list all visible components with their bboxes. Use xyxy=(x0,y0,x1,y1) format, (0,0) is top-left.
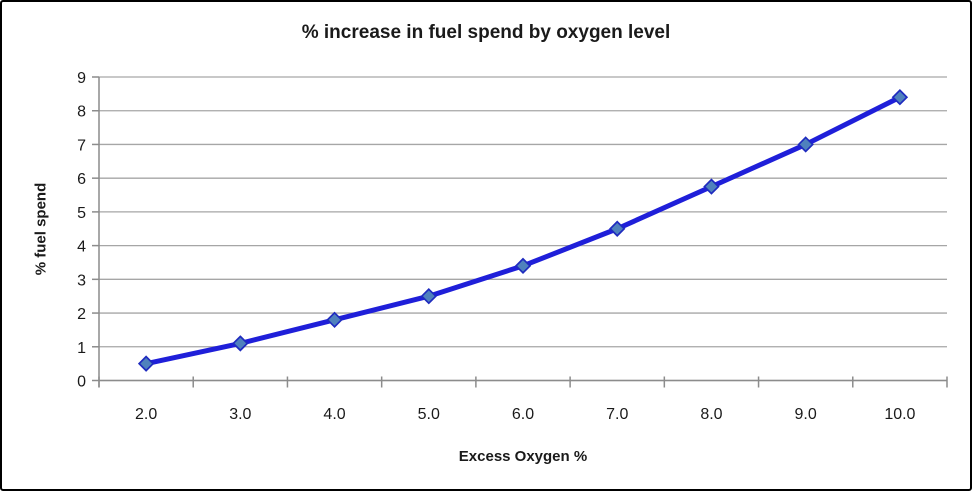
data-point-marker xyxy=(609,220,626,237)
y-tick-label: 0 xyxy=(77,374,86,391)
data-point-marker xyxy=(137,355,155,372)
x-tick-label: 6.0 xyxy=(512,406,534,423)
y-tick-label: 2 xyxy=(77,306,86,323)
data-point-marker xyxy=(232,335,249,352)
x-tick-label: 9.0 xyxy=(795,406,817,423)
series-line xyxy=(143,94,903,367)
y-tick-label: 5 xyxy=(77,205,86,222)
data-point-marker xyxy=(703,178,720,195)
y-tick-label: 3 xyxy=(77,272,86,289)
y-tick-label: 7 xyxy=(77,137,86,154)
x-tick-label: 10.0 xyxy=(884,406,915,423)
y-tick-label: 4 xyxy=(77,239,86,256)
data-point-marker xyxy=(797,136,814,153)
data-point-marker xyxy=(514,257,532,275)
chart-title: % increase in fuel spend by oxygen level xyxy=(301,22,671,43)
y-tick-label: 6 xyxy=(77,171,86,188)
x-tick-label: 5.0 xyxy=(418,406,440,423)
x-tick-label: 8.0 xyxy=(700,406,722,423)
y-tick-label: 8 xyxy=(77,104,86,121)
y-axis-title: % fuel spend xyxy=(32,182,50,276)
data-point-marker xyxy=(891,89,909,106)
data-point-marker xyxy=(326,311,343,329)
x-tick-label: 7.0 xyxy=(606,406,628,423)
y-tick-label: 1 xyxy=(77,340,86,357)
x-tick-label: 3.0 xyxy=(229,406,251,423)
x-tick-label: 4.0 xyxy=(323,406,345,423)
data-point-marker xyxy=(420,287,437,305)
x-axis-title: Excess Oxygen % xyxy=(458,448,588,465)
x-tick-label: 2.0 xyxy=(135,406,157,423)
y-tick-label: 9 xyxy=(77,70,86,87)
